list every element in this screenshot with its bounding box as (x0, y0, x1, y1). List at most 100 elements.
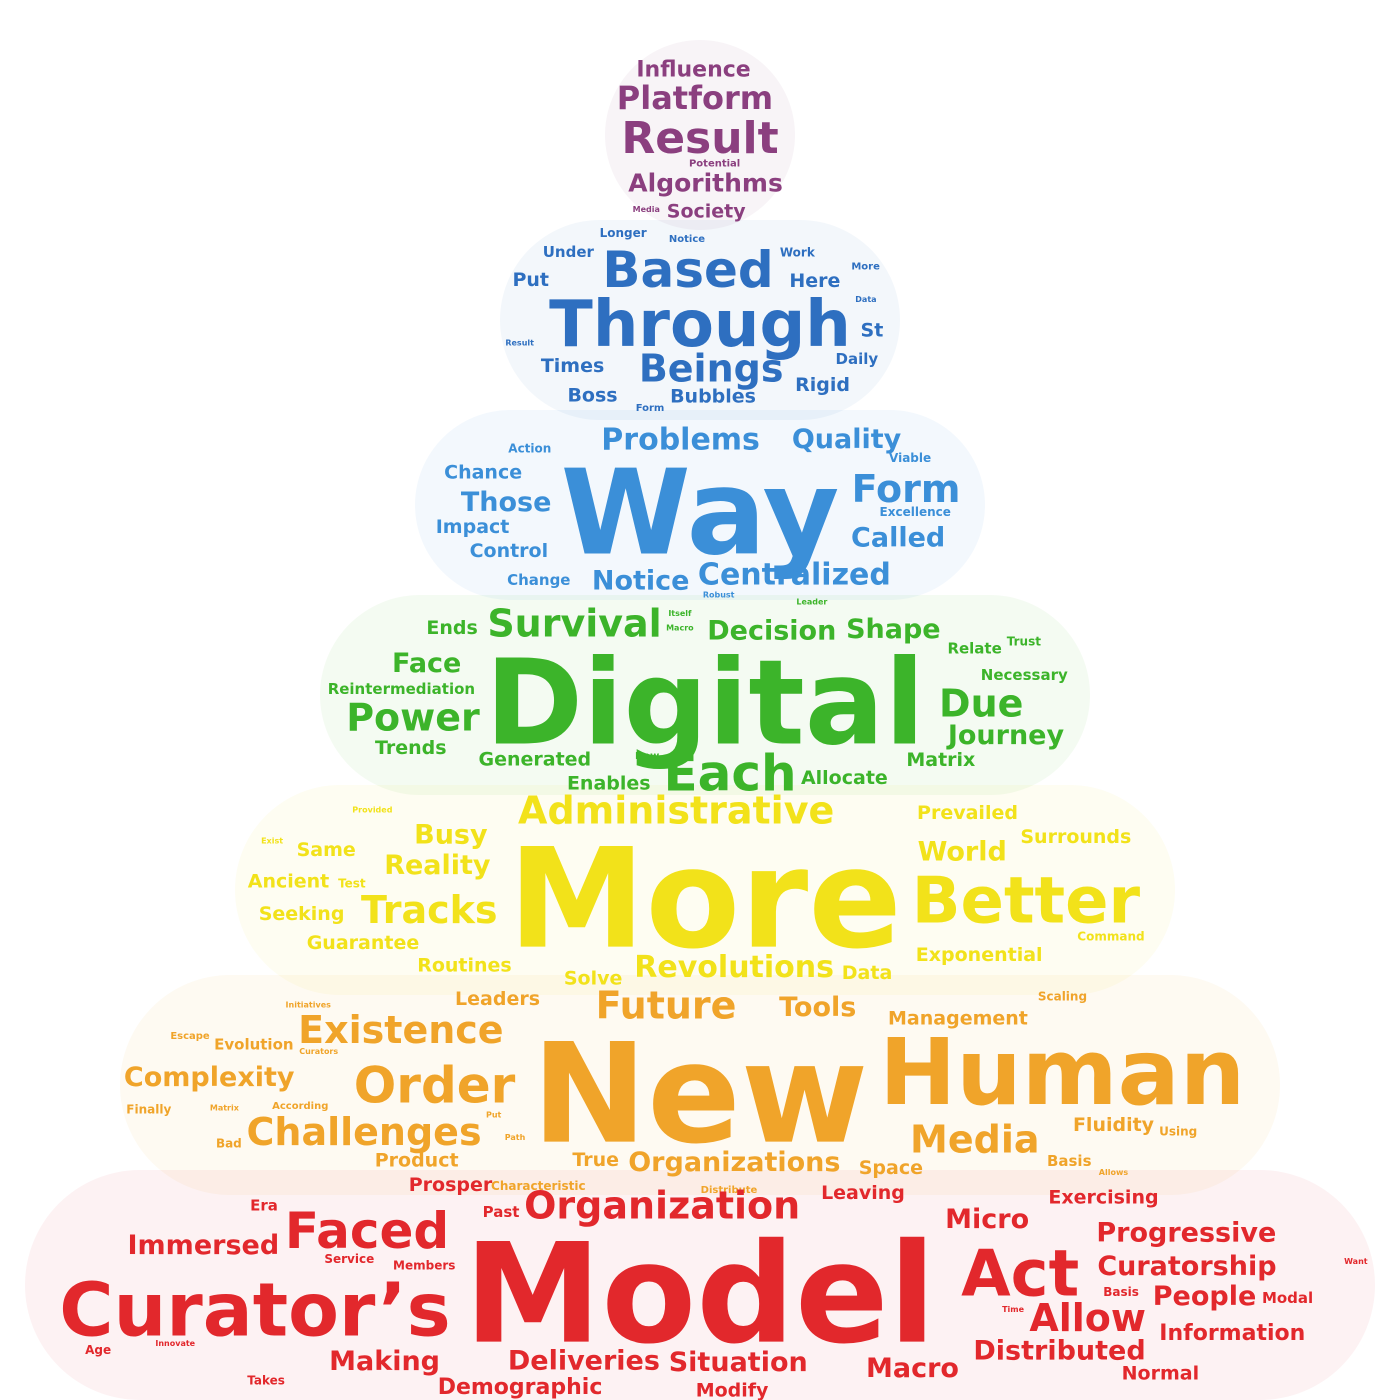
word-yellow: Same (297, 839, 356, 861)
word-yellow: Busy (414, 820, 488, 851)
word-orange: Initiatives (286, 1001, 332, 1010)
word-blue-dark: Rigid (795, 374, 850, 396)
word-yellow: Better (912, 864, 1141, 938)
word-red: Modify (696, 1380, 769, 1400)
word-blue-dark: St (861, 319, 884, 341)
word-top: Algorithms (628, 168, 783, 197)
tier-green-shape (320, 595, 1090, 795)
word-red: Members (393, 1259, 455, 1273)
tier-blue-light-shape (415, 410, 985, 600)
word-orange: Path (505, 1133, 526, 1142)
word-red: Faced (285, 1202, 449, 1260)
word-blue-dark: Under (543, 243, 595, 261)
word-green: Leader (796, 598, 827, 607)
word-blue-dark: Data (855, 295, 876, 304)
word-red: Era (250, 1197, 278, 1215)
word-red: Past (483, 1203, 520, 1221)
word-orange: Organizations (628, 1147, 840, 1178)
word-green: Power (346, 696, 480, 740)
word-red: Want (1344, 1257, 1368, 1266)
word-yellow: Test (338, 877, 366, 891)
word-blue-light: Chance (444, 462, 522, 484)
word-blue-dark: Form (636, 403, 665, 414)
word-red: Macro (866, 1353, 959, 1384)
word-orange: Existence (298, 1008, 503, 1052)
word-blue-light: Those (461, 487, 552, 518)
word-yellow: Revolutions (634, 950, 834, 985)
word-blue-light: Viable (889, 451, 931, 465)
word-yellow: Solve (564, 968, 623, 990)
word-red: Takes (247, 1373, 285, 1387)
word-orange: Product (375, 1149, 459, 1171)
word-yellow: Administrative (518, 788, 834, 832)
word-yellow: Seeking (259, 903, 345, 925)
tier-yellow-shape (235, 785, 1175, 995)
word-blue-light: Problems (601, 423, 760, 458)
word-orange: Leaders (455, 988, 540, 1010)
word-red: Act (961, 1237, 1079, 1311)
tier-red-shape (25, 1170, 1375, 1400)
word-orange: Basis (1047, 1152, 1092, 1170)
word-green: Trust (1007, 634, 1041, 648)
word-red: Model (464, 1214, 936, 1375)
word-blue-light: Change (507, 571, 570, 589)
word-blue-dark: Boss (567, 384, 617, 406)
word-green: Reintermediation (328, 680, 475, 698)
word-top: Result (621, 113, 778, 164)
word-orange: Human (879, 1019, 1245, 1126)
word-blue-dark: Longer (600, 226, 647, 240)
word-red: Demographic (438, 1375, 603, 1400)
word-orange: Curators (299, 1047, 338, 1056)
word-red: Basis (1103, 1285, 1139, 1299)
word-blue-light: Centralized (698, 558, 891, 593)
word-green: Each (664, 744, 797, 802)
word-red: Modal (1262, 1289, 1313, 1307)
word-red: Situation (669, 1347, 808, 1378)
word-green: Survival (487, 601, 661, 645)
word-top: Media (633, 205, 660, 214)
word-blue-dark: Work (780, 246, 816, 260)
word-orange: Management (888, 1008, 1028, 1030)
word-green: Ends (426, 617, 477, 639)
word-orange: Escape (170, 1031, 210, 1042)
word-blue-dark: Beings (639, 347, 784, 391)
tier-orange-shape (120, 975, 1280, 1195)
word-orange: Evolution (214, 1035, 293, 1053)
word-red: Exercising (1048, 1186, 1158, 1208)
word-red: Progressive (1096, 1218, 1276, 1249)
word-blue-light: Control (470, 540, 549, 562)
word-blue-dark: More (851, 262, 880, 273)
word-blue-dark: Daily (836, 350, 879, 368)
tier-blue-dark-shape (500, 220, 900, 420)
word-blue-dark: Bubbles (670, 386, 756, 408)
word-orange: Challenges (247, 1110, 482, 1154)
word-blue-dark: Through (549, 288, 851, 362)
word-red: Curatorship (1097, 1251, 1276, 1282)
word-red: Deliveries (508, 1345, 660, 1376)
word-yellow: Data (842, 962, 893, 984)
word-blue-light: Robust (703, 591, 735, 600)
word-orange: Finally (126, 1103, 171, 1117)
word-red: Curator’s (59, 1267, 450, 1353)
word-green: Necessary (981, 666, 1068, 684)
word-green: Decision (707, 615, 836, 646)
word-green: Enables (567, 773, 651, 795)
word-blue-dark: Put (512, 269, 549, 291)
word-orange: Matrix (210, 1103, 240, 1112)
word-yellow: Exponential (916, 944, 1043, 966)
word-blue-dark: Based (602, 241, 773, 299)
word-yellow: Provided (352, 806, 392, 815)
word-green: Journey (946, 720, 1065, 751)
word-blue-light: Quality (792, 424, 902, 455)
word-yellow: Prevailed (917, 802, 1018, 824)
word-blue-dark: Times (541, 355, 604, 377)
word-yellow: Command (1077, 930, 1144, 944)
word-top: Potential (689, 159, 740, 170)
word-green: Trends (375, 737, 447, 759)
word-yellow: More (508, 819, 902, 980)
word-green: Relate (947, 639, 1001, 657)
word-green: Itself (668, 609, 692, 618)
word-blue-light: Excellence (880, 505, 951, 519)
word-orange: Complexity (124, 1062, 295, 1093)
